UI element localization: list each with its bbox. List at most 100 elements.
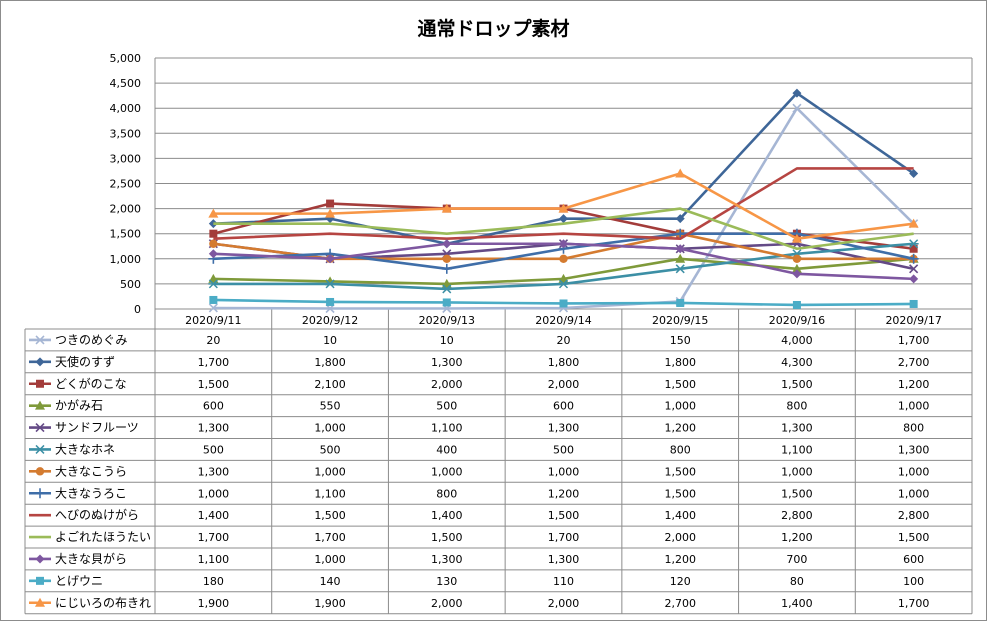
y-tick-label: 2,500 (110, 178, 142, 191)
table-cell-value: 1,700 (198, 356, 230, 369)
legend-key-marker (35, 335, 45, 345)
data-point (908, 218, 919, 228)
table-cell-value: 1,000 (431, 465, 463, 478)
table-cell-value: 2,000 (548, 597, 580, 610)
data-point (909, 168, 919, 178)
data-point (909, 299, 918, 308)
table-cell-value: 600 (203, 400, 224, 413)
y-tick-label: 4,500 (110, 77, 142, 90)
table-cell-value: 1,100 (314, 487, 346, 500)
table-cell-value: 4,300 (781, 356, 813, 369)
table-cell-value: 150 (670, 334, 691, 347)
table-cell-value: 500 (320, 443, 341, 456)
legend-series-name: とげウニ (55, 574, 103, 588)
x-tick-label: 2020/9/11 (185, 314, 241, 327)
data-point (441, 263, 452, 274)
x-tick-label: 2020/9/17 (885, 314, 941, 327)
table-cell-value: 2,700 (898, 356, 930, 369)
table-cell-value: 1,000 (898, 400, 930, 413)
table-cell-value: 1,000 (781, 465, 813, 478)
data-point (559, 214, 568, 224)
table-cell-value: 1,300 (898, 443, 930, 456)
series-line-9 (213, 167, 914, 241)
legend-series-name: 大きな貝がら (55, 551, 127, 566)
table-cell-value: 1,300 (548, 553, 580, 566)
table-cell-value: 1,400 (431, 509, 463, 522)
data-point (442, 298, 451, 307)
table-cell-value: 1,100 (431, 422, 463, 435)
table-cell-value: 1,000 (198, 487, 230, 500)
y-tick-label: 1,000 (110, 253, 142, 266)
data-point (325, 254, 335, 264)
data-point (675, 168, 686, 178)
table-cell-value: 800 (670, 443, 691, 456)
table-cell-value: 1,500 (781, 378, 813, 391)
table-cell-value: 120 (670, 575, 691, 588)
table-cell-value: 1,500 (898, 531, 930, 544)
marker-stroke (35, 422, 45, 433)
legend-key-marker (36, 379, 44, 388)
table-cell-value: 20 (557, 334, 571, 347)
table-cell-value: 100 (903, 575, 924, 588)
y-tick-label: 1,500 (110, 228, 142, 241)
table-cell-value: 1,200 (664, 553, 696, 566)
table-cell-value: 1,500 (664, 465, 696, 478)
data-point (325, 279, 336, 289)
data-point (908, 239, 919, 249)
table-cell-value: 130 (436, 575, 457, 588)
data-point (909, 244, 918, 253)
chart-title: 通常ドロップ素材 (417, 18, 570, 40)
data-point (325, 208, 336, 218)
table-cell-value: 2,800 (898, 509, 930, 522)
table-cell-value: 1,900 (198, 597, 230, 610)
table-cell-value: 1,000 (314, 465, 346, 478)
table-cell-value: 600 (553, 400, 574, 413)
table-cell-value: 1,000 (664, 400, 696, 413)
legend-series-name: 大きなホネ (55, 442, 115, 456)
table-cell-value: 1,700 (898, 334, 930, 347)
table-cell-value: 1,500 (431, 531, 463, 544)
table-cell-value: 1,700 (314, 531, 346, 544)
table-cell-value: 1,500 (664, 487, 696, 500)
table-cell-value: 500 (203, 443, 224, 456)
legend-series-name: どくがのこな (55, 376, 127, 391)
data-point (909, 274, 919, 284)
data-point (208, 249, 218, 259)
table-cell-value: 1,000 (898, 487, 930, 500)
y-tick-label: 3,000 (110, 152, 142, 165)
table-cell-value: 2,000 (431, 378, 463, 391)
table-cell-value: 1,500 (781, 487, 813, 500)
legend-key-marker (35, 554, 45, 564)
table-cell-value: 550 (320, 400, 341, 413)
data-point (326, 199, 335, 208)
table-cell-value: 1,300 (548, 422, 580, 435)
legend-key-marker (35, 488, 45, 499)
table-cell-value: 110 (553, 575, 574, 588)
table-cell-value: 1,300 (431, 553, 463, 566)
y-tick-label: 4,000 (110, 102, 142, 115)
data-point (908, 253, 919, 264)
legend-series-name: 天使のすず (55, 354, 115, 369)
table-cell-value: 2,000 (548, 378, 580, 391)
table-cell-value: 1,000 (898, 465, 930, 478)
table-cell-value: 2,000 (664, 531, 696, 544)
table-cell-value: 1,200 (898, 378, 930, 391)
data-point (208, 279, 219, 289)
table-cell-value: 1,300 (198, 422, 230, 435)
table-cell-value: 1,400 (198, 509, 230, 522)
table-cell-value: 1,800 (664, 356, 696, 369)
marker-stroke (35, 335, 45, 345)
legend-key-marker (35, 597, 45, 607)
table-cell-value: 1,300 (431, 356, 463, 369)
table-cell-value: 500 (553, 443, 574, 456)
table-cell-value: 1,000 (548, 465, 580, 478)
table-cell-value: 500 (436, 400, 457, 413)
table-cell-value: 1,100 (198, 553, 230, 566)
data-point (791, 263, 802, 273)
legend-series-name: サンドフルーツ (55, 421, 139, 435)
data-point (792, 88, 802, 98)
legend-key-marker (35, 357, 45, 367)
data-point (442, 254, 451, 263)
table-cell-value: 1,500 (548, 509, 580, 522)
